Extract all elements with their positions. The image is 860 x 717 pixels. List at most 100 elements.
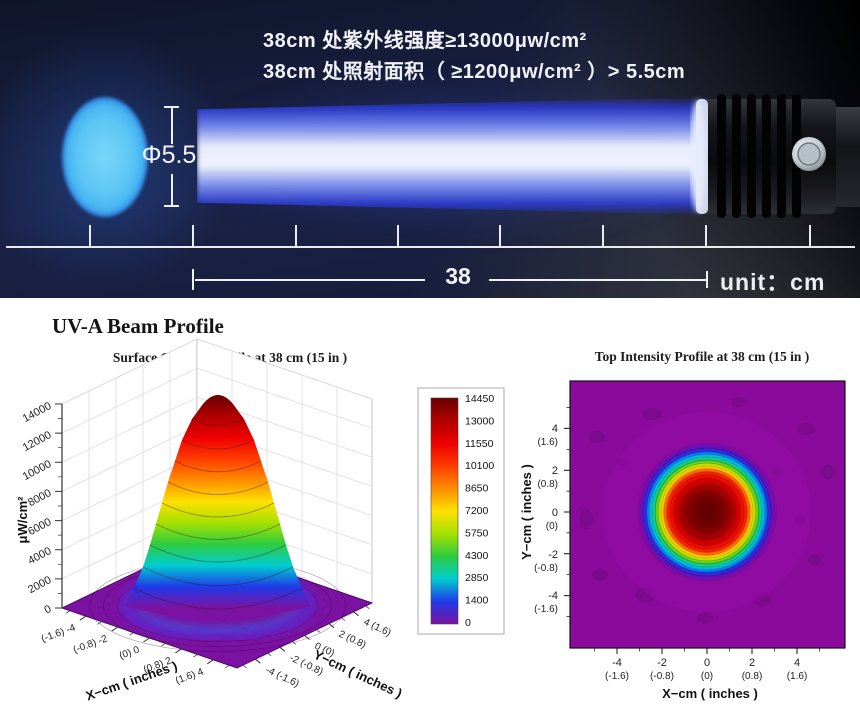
x-tick-label: (-1.6) -4 (40, 622, 78, 645)
unit-label: unit：cm (720, 269, 826, 295)
distance-cap-left (192, 269, 194, 290)
ruler-tick (192, 225, 194, 246)
x-tick-cm: 2 (749, 657, 755, 669)
heatmap-bullseye (637, 442, 777, 582)
y-ticks (242, 605, 370, 669)
heatmap-x-tick-labels: -4 -2 0 2 4 (-1.6) (-0.8) (0) (0.8) (1.6… (605, 657, 807, 682)
y-tick-cm: 0 (552, 507, 558, 519)
y-tick-in: (0) (546, 521, 558, 532)
z-tick-label: 12000 (21, 429, 54, 454)
spec-headline-intensity: 38cm 处紫外线强度≥13000μw/cm² (263, 30, 587, 52)
colorbar-label: 8650 (465, 483, 489, 495)
y-tick-in: (-0.8) (534, 563, 558, 574)
product-banner: 38cm 处紫外线强度≥13000μw/cm² 38cm 处照射面积（ ≥120… (0, 0, 860, 298)
surface-x-axis-label: X−cm ( inches ) (84, 658, 179, 703)
y-tick-label: -4 (-1.6) (264, 665, 301, 690)
diameter-label: Φ5.5 (141, 141, 197, 169)
section-heading: UV-A Beam Profile (52, 314, 224, 338)
colorbar: 14450 13000 11550 10100 8650 7200 5750 4… (417, 387, 505, 635)
ruler-tick (295, 225, 297, 246)
colorbar-label: 1400 (465, 595, 489, 607)
y-tick-label: 4 (1.6) (362, 617, 393, 639)
peak-surface (125, 395, 311, 619)
colorbar-label: 13000 (465, 415, 494, 427)
heatmap-axis-ticks (564, 407, 820, 654)
heatmap-y-tick-labels: 4 (1.6) 2 (0.8) 0 (0) -2 (-0.8) -4 (-1.6… (534, 423, 558, 615)
spec-headline-area: 38cm 处照射面积（ ≥1200μw/cm² ）> 5.5cm (263, 61, 686, 83)
beam-profile-charts: Surface Contour Profile at 38 cm (15 in … (15, 338, 846, 703)
flashlight-head (690, 94, 860, 218)
y-tick-cm: -2 (548, 549, 558, 561)
surface-z-axis-label: μW/cm² (15, 496, 30, 544)
x-tick-in: (1.6) (787, 671, 808, 682)
y-tick-cm: -4 (548, 590, 558, 602)
y-tick-in: (1.6) (537, 437, 558, 448)
y-tick-cm: 4 (552, 423, 558, 435)
diameter-cap-bottom (164, 205, 179, 207)
ruler-tick (499, 225, 501, 246)
x-tick-cm: -2 (657, 657, 667, 669)
colorbar-label: 10100 (465, 460, 494, 472)
distance-cap-right (706, 271, 708, 288)
y-tick-label: 2 (0.8) (337, 629, 368, 651)
heatmap-title: Top Intensity Profile at 38 cm (15 in ) (595, 349, 810, 364)
x-tick-label: (0) 0 (118, 644, 141, 662)
z-tick-label: 6000 (26, 516, 53, 538)
heatmap-contour-circles (642, 447, 772, 577)
z-tick-label: 8000 (26, 487, 53, 509)
surface-y-axis-label: Y−cm ( inches ) (311, 647, 404, 701)
distance-value: 38 (445, 263, 471, 289)
x-tick-in: (-0.8) (650, 671, 674, 682)
y-tick-cm: 2 (552, 465, 558, 477)
ruler-tick (809, 225, 811, 246)
diameter-cap-top (164, 106, 179, 108)
x-tick-label: (-0.8) -2 (72, 633, 110, 656)
colorbar-label: 5750 (465, 527, 489, 539)
x-tick-in: (0.8) (742, 671, 763, 682)
surface-z-axis: 0 2000 4000 6000 8000 10000 12000 14000 … (15, 400, 63, 617)
ruler-tick (397, 225, 399, 246)
x-ticks (65, 610, 230, 669)
z-ticks (55, 403, 62, 609)
uv-beam (197, 97, 709, 215)
colorbar-gradient (430, 397, 459, 625)
x-tick-in: (-1.6) (605, 671, 629, 682)
colorbar-label: 0 (465, 617, 471, 629)
flashlight-button-inner (797, 142, 821, 166)
beam-spot-ellipse (62, 97, 148, 217)
heatmap-y-axis-label: Y−cm ( inches ) (519, 464, 534, 560)
surface-plot: Surface Contour Profile at 38 cm (15 in … (15, 338, 404, 703)
x-tick-label: (1.6) 4 (174, 666, 205, 686)
y-tick-in: (0.8) (537, 479, 558, 490)
x-tick-cm: 4 (794, 657, 800, 669)
x-tick-cm: -4 (612, 657, 622, 669)
x-tick-cm: 0 (704, 657, 710, 669)
colorbar-label: 11550 (465, 438, 494, 450)
z-tick-label: 10000 (21, 458, 54, 483)
colorbar-label: 14450 (465, 393, 494, 405)
y-tick-in: (-1.6) (534, 604, 558, 615)
ruler-baseline (6, 246, 855, 248)
z-tick-label: 4000 (26, 545, 53, 567)
peak-contour-lines (133, 418, 303, 610)
distance-line-left (195, 279, 425, 281)
colorbar-label: 2850 (465, 572, 489, 584)
ruler-tick (602, 225, 604, 246)
diameter-line-lower (171, 174, 173, 206)
distance-line-right (489, 279, 706, 281)
flashlight-cooling-fins (717, 94, 801, 218)
beam-origin-glow (690, 100, 706, 212)
heatmap-x-axis-label: X−cm ( inches ) (662, 686, 758, 701)
heatmap-field (569, 380, 846, 649)
colorbar-labels: 14450 13000 11550 10100 8650 7200 5750 4… (465, 393, 494, 629)
colorbar-label: 4300 (465, 550, 489, 562)
x-tick-in: (0) (701, 671, 713, 682)
ruler-tick (89, 225, 91, 246)
diameter-line-upper (171, 108, 173, 144)
z-tick-label: 14000 (21, 400, 54, 425)
z-tick-label: 0 (42, 603, 53, 616)
flashlight-image (690, 94, 860, 218)
surface-peak (125, 395, 311, 619)
z-tick-label: 2000 (26, 574, 53, 596)
